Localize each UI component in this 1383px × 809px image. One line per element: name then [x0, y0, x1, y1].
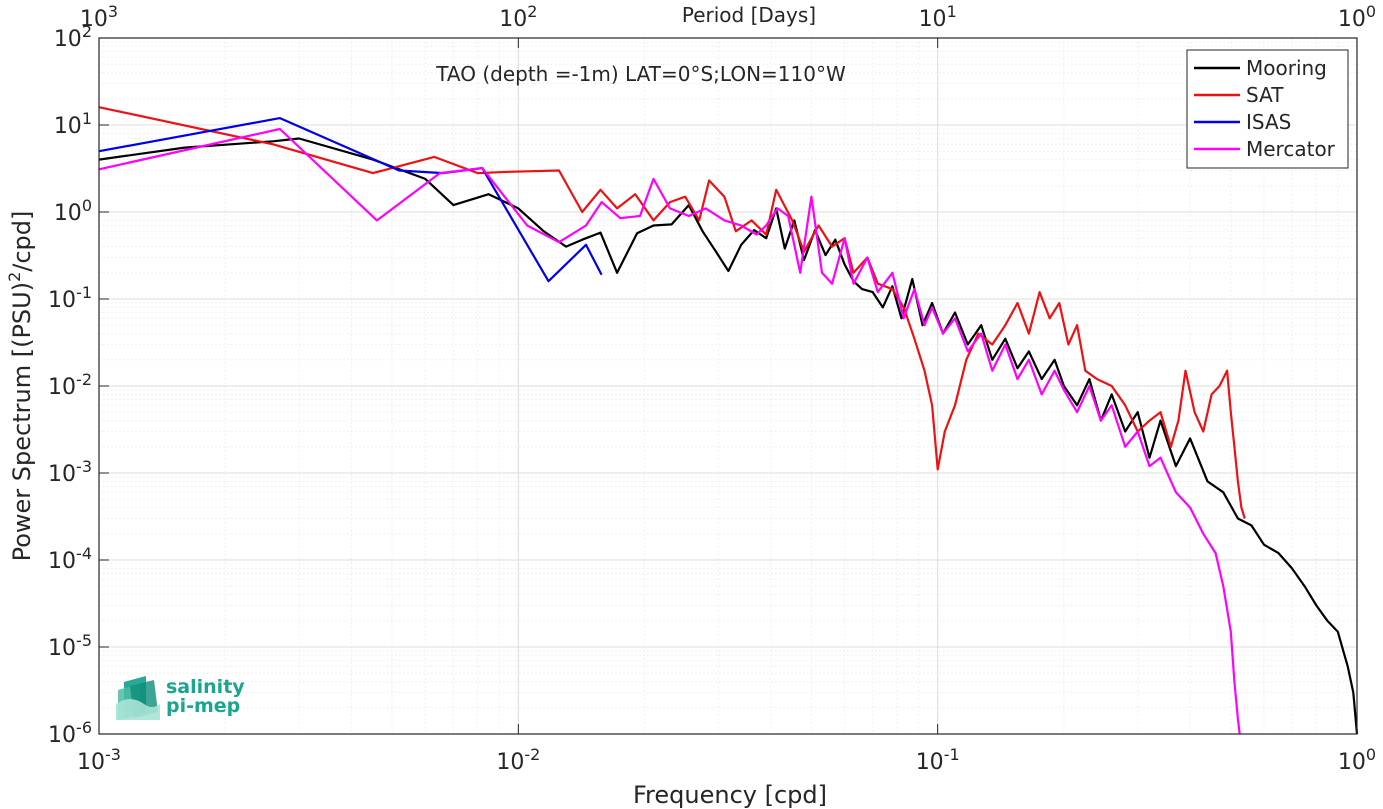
legend-label-isas: ISAS	[1246, 110, 1291, 134]
chart-title: TAO (depth =-1m) LAT=0°S;LON=110°W	[435, 62, 846, 86]
y-axis-label: Power Spectrum [(PSU)2/cpd]	[5, 211, 36, 562]
x-tick-label: 10-1	[916, 745, 960, 775]
top-tick-label: 102	[499, 2, 537, 32]
x-tick-label: 100	[1338, 745, 1376, 775]
legend-label-mooring: Mooring	[1246, 56, 1327, 80]
legend-label-mercator: Mercator	[1246, 137, 1336, 161]
y-tick-label: 10-1	[48, 283, 92, 313]
x-tick-label: 10-2	[496, 745, 540, 775]
top-tick-label: 103	[80, 2, 118, 32]
y-axis-label-main: Power Spectrum [(PSU)	[8, 282, 36, 561]
y-tick-label: 10-4	[48, 544, 92, 574]
grid-lines	[99, 38, 1357, 734]
series-line-mercator	[98, 127, 1241, 735]
y-tick-label: 10-6	[48, 718, 92, 748]
series-line-mooring	[98, 137, 1359, 735]
y-tick-label: 10-3	[48, 457, 92, 487]
x-tick-label: 10-3	[77, 745, 121, 775]
top-tick-label: 101	[919, 2, 957, 32]
y-tick-label: 101	[54, 109, 92, 139]
plot-series	[98, 106, 1359, 735]
legend: Mooring SAT ISAS Mercator	[1186, 49, 1349, 169]
x-axis-label: Frequency [cpd]	[633, 781, 827, 809]
axis-ticks: 10-3 10-2 10-1 100 10-6 10-5 10-4 10-3 10-2 10-1 1…	[48, 2, 1376, 775]
y-tick-label: 102	[54, 22, 92, 52]
top-tick-label: 100	[1338, 2, 1376, 32]
logo-text-line2: pi-mep	[166, 695, 240, 717]
y-tick-label: 10-2	[48, 370, 92, 400]
series-line-isas	[98, 117, 603, 283]
series-line-sat	[98, 106, 1246, 519]
top-axis-label: Period [Days]	[682, 3, 816, 27]
salinity-pi-mep-logo: salinity pi-mep	[116, 676, 245, 720]
y-tick-label: 100	[54, 196, 92, 226]
y-tick-label: 10-5	[48, 631, 92, 661]
legend-label-sat: SAT	[1246, 83, 1284, 107]
logo-text-line1: salinity	[166, 676, 245, 698]
y-axis-label-sup: 2	[5, 272, 24, 282]
logo-icon	[116, 676, 160, 720]
y-axis-label-tail: /cpd]	[8, 211, 36, 272]
